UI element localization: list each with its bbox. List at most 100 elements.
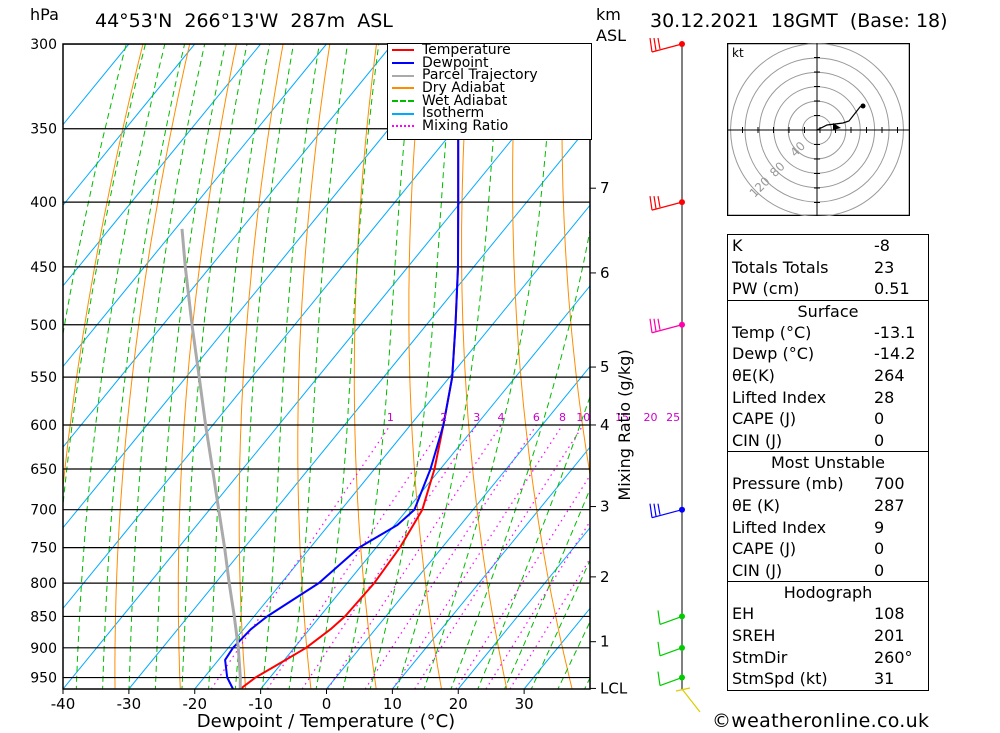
legend-item: Temperature: [388, 43, 591, 57]
pressure-tick-label: 700: [30, 503, 57, 519]
index-row: Pressure (mb) 700: [728, 473, 928, 495]
legend-label: Dewpoint: [422, 54, 489, 71]
wind-barb: [657, 671, 683, 687]
wet-adiabat: [234, 44, 294, 689]
isotherm: [63, 44, 196, 207]
index-value: 201: [874, 625, 905, 645]
hodograph-end-dot: [860, 103, 866, 109]
wet-adiabat: [63, 44, 146, 510]
x-tick-label: -20: [183, 695, 208, 713]
index-value: 260°: [874, 647, 913, 667]
x-tick-label: 30: [515, 695, 534, 713]
dry-adiabat: [408, 44, 442, 689]
x-tick-label: -40: [51, 695, 76, 713]
index-value: -13.1: [874, 322, 916, 342]
wind-barb: [657, 641, 683, 657]
index-value: 287: [874, 495, 905, 515]
index-row: Lifted Index 28: [728, 387, 928, 409]
index-row: Lifted Index 9: [728, 517, 928, 539]
pressure-tick-label: 550: [30, 370, 57, 386]
mixing-ratio-label: 6: [533, 411, 540, 424]
section-title: Hodograph: [728, 581, 928, 603]
asl-label: ASL: [596, 26, 627, 45]
isotherm: [63, 44, 130, 126]
legend-item: Mixing Ratio: [388, 119, 591, 133]
legend-label: Dry Adiabat: [422, 80, 505, 97]
mixing-ratio-label: 15: [615, 411, 629, 424]
dewpoint-line: [224, 44, 468, 689]
wind-barb: [657, 610, 683, 625]
index-label: EH: [732, 604, 755, 624]
index-label: CIN (J): [732, 560, 783, 580]
mixing-ratio-label: 3: [473, 411, 480, 424]
isotherm: [128, 123, 590, 689]
index-row: CIN (J) 0: [728, 430, 928, 452]
x-tick-label: 10: [383, 695, 402, 713]
legend-item: Dewpoint: [388, 54, 591, 71]
storm-motion-marker: [833, 123, 841, 130]
mixing-ratio-label: 4: [497, 411, 504, 424]
wet-adiabat: [315, 44, 380, 689]
pressure-tick-label: 800: [30, 576, 57, 592]
dry-adiabat: [937, 44, 1000, 689]
wet-adiabat: [396, 44, 502, 689]
index-row: K -8: [728, 235, 928, 257]
dry-adiabat: [461, 44, 508, 689]
wet-adiabat: [75, 44, 166, 689]
wind-barb: [649, 196, 683, 211]
legend-label: Isotherm: [422, 105, 485, 122]
index-row: CIN (J) 0: [728, 560, 928, 582]
mixing-ratio-line: [414, 424, 584, 689]
section-title: Most Unstable: [728, 451, 928, 473]
isotherm: [63, 44, 590, 689]
isotherm: [391, 446, 590, 689]
hodograph-unit: kt: [732, 46, 744, 60]
index-value: 0: [874, 539, 885, 559]
pressure-tick-label: 300: [30, 37, 57, 53]
pressure-tick-label: 600: [30, 418, 57, 434]
isotherm: [63, 44, 459, 529]
legend-swatch: [392, 125, 414, 128]
legend-swatch: [392, 49, 414, 52]
index-value: 31: [874, 669, 895, 689]
mixing-ratio-label: 1: [387, 411, 394, 424]
index-value: 0: [874, 430, 885, 450]
legend-swatch: [392, 87, 414, 90]
index-value: 264: [874, 365, 905, 385]
wet-adiabat: [128, 44, 206, 689]
wet-adiabat: [450, 227, 590, 689]
wet-adiabat: [63, 44, 127, 337]
index-label: Totals Totals: [732, 257, 829, 277]
legend-swatch: [392, 74, 414, 77]
index-label: θE (K): [732, 495, 780, 515]
isotherm: [63, 44, 393, 448]
mixing-ratio-line: [364, 424, 537, 689]
dry-adiabat: [512, 44, 573, 689]
pressure-tick-label: 650: [30, 462, 57, 478]
pressure-tick-label: 350: [30, 122, 57, 138]
dry-adiabat: [63, 44, 144, 492]
hodograph-trace: [816, 104, 864, 131]
pressure-tick-label: 500: [30, 318, 57, 334]
km-label: km: [596, 5, 621, 24]
index-value: -8: [874, 236, 890, 255]
legend-swatch: [392, 100, 414, 103]
index-row: StmSpd (kt) 31: [728, 668, 928, 690]
mixing-ratio-label: 2: [440, 411, 447, 424]
index-label: θE(K): [732, 365, 775, 385]
legend-swatch: [392, 62, 414, 65]
isotherm: [457, 526, 590, 689]
wet-adiabat: [208, 44, 271, 689]
legend-item: Dry Adiabat: [388, 80, 591, 97]
index-label: CAPE (J): [732, 539, 797, 559]
wet-adiabat: [423, 44, 555, 689]
index-row: StmDir 260°: [728, 647, 928, 669]
wet-adiabat: [557, 620, 590, 689]
indices-table: K -8 Totals Totals 23 PW (cm) 0.51 Surface Temp…: [727, 234, 929, 691]
km-tick-label: 5: [600, 358, 610, 376]
index-value: 0: [874, 560, 885, 580]
x-tick-label: 0: [322, 695, 332, 713]
index-value: -14.2: [874, 344, 916, 364]
index-row: Temp (°C) -13.1: [728, 322, 928, 344]
